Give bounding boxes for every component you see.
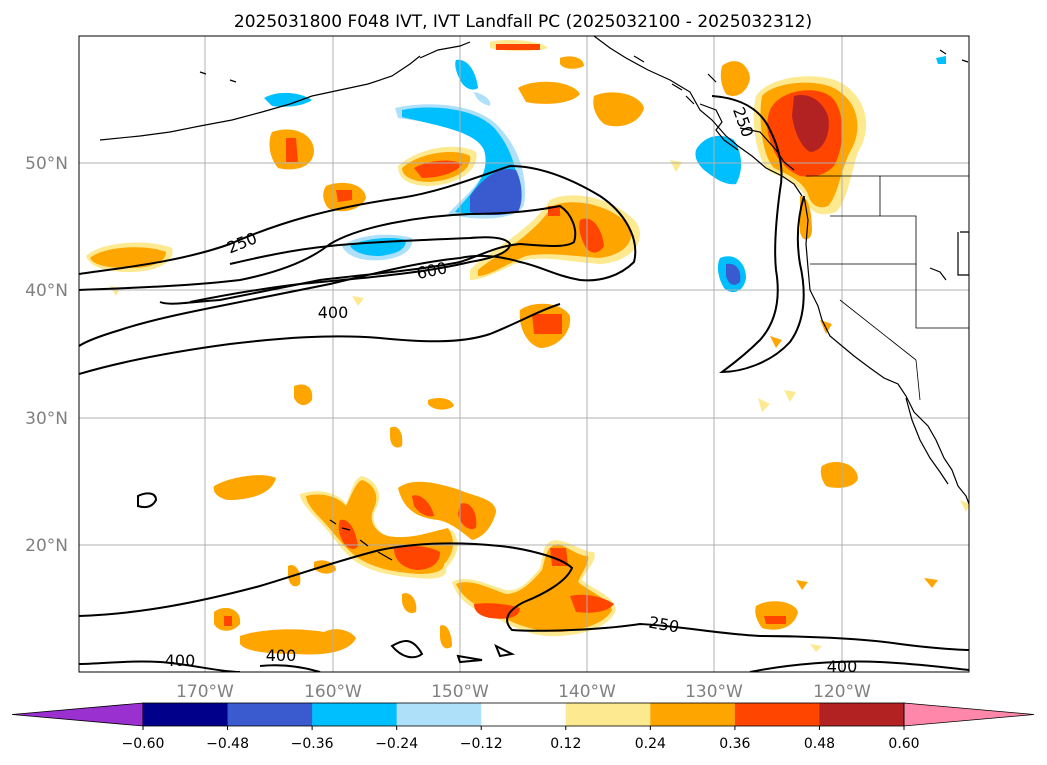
- map-frame: [78, 35, 970, 673]
- colorbar-extend-min: [11, 702, 144, 727]
- colorbar-segment: [734, 703, 820, 726]
- colorbar-segment: [312, 703, 398, 726]
- colorbar-tick-label: 0.60: [888, 736, 919, 752]
- colorbar-tick-label: −0.36: [291, 736, 334, 752]
- colorbar-segment: [481, 703, 567, 726]
- lon-label: 160°W: [304, 682, 362, 702]
- coastlines: [99, 36, 969, 561]
- longitude-labels: 170°W 160°W 150°W 140°W 130°W 120°W: [176, 682, 871, 702]
- ivt-contours: [79, 95, 969, 672]
- contour-labels: 250 600 400 400 400 250 400 250: [165, 105, 858, 676]
- contour-label: 400: [318, 303, 349, 322]
- contour-label: 400: [165, 651, 196, 670]
- colorbar-tick-label: −0.24: [375, 736, 418, 752]
- latitude-labels: 50°N 40°N 30°N 20°N: [25, 154, 68, 556]
- figure-title: 2025031800 F048 IVT, IVT Landfall PC (20…: [234, 12, 812, 32]
- colorbar-segment: [396, 703, 482, 726]
- lon-label: 120°W: [813, 682, 871, 702]
- contour-label: 400: [266, 646, 297, 665]
- colorbar: −0.60 −0.48 −0.36 −0.24 −0.12 0.12 0.24 0.36 0.4…: [11, 702, 1035, 752]
- lon-label: 170°W: [176, 682, 234, 702]
- lat-label: 50°N: [25, 154, 68, 174]
- ivt-positive-shading: [86, 40, 969, 655]
- contour-label: 400: [827, 657, 858, 676]
- colorbar-tick-label: 0.24: [635, 736, 666, 752]
- lat-label: 20°N: [25, 536, 68, 556]
- lon-label: 130°W: [685, 682, 743, 702]
- state-borders: [806, 175, 969, 401]
- colorbar-frame: [142, 702, 905, 727]
- colorbar-extend-max: [903, 702, 1035, 727]
- colorbar-segment: [227, 703, 313, 726]
- lat-label: 30°N: [25, 409, 68, 429]
- lat-label: 40°N: [25, 281, 68, 301]
- colorbar-segment: [565, 703, 651, 726]
- map-area: 250 600 400 400 400 250 400 250: [79, 36, 969, 676]
- colorbar-tick-label: 0.48: [804, 736, 835, 752]
- colorbar-segment: [819, 703, 905, 726]
- colorbar-tick-label: −0.60: [122, 736, 165, 752]
- lon-label: 150°W: [431, 682, 489, 702]
- lon-label: 140°W: [558, 682, 616, 702]
- colorbar-segment: [650, 703, 736, 726]
- graticule: [79, 36, 969, 672]
- colorbar-tick-label: −0.48: [206, 736, 249, 752]
- colorbar-tick-label: 0.36: [719, 736, 750, 752]
- colorbar-segment: [143, 703, 229, 726]
- colorbar-tick-label: −0.12: [460, 736, 503, 752]
- colorbar-tick-label: 0.12: [550, 736, 581, 752]
